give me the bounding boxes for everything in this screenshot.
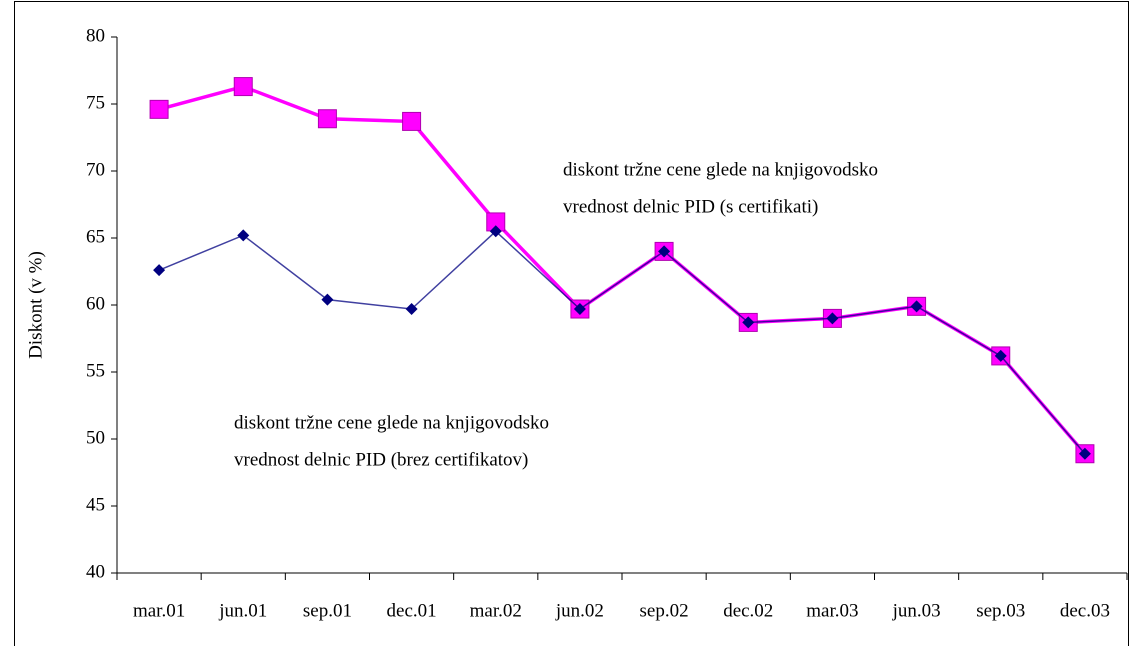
annotation: vrednost delnic PID (brez certifikatov) <box>234 449 528 470</box>
diamond-marker <box>321 293 334 306</box>
diamond-marker <box>826 312 839 325</box>
diamond-marker <box>742 316 755 329</box>
x-tick-label: jun.02 <box>555 600 604 621</box>
x-tick-label: jun.03 <box>892 600 941 621</box>
y-tick-label: 50 <box>86 427 105 448</box>
series-line <box>158 230 1086 455</box>
square-marker <box>149 99 169 119</box>
y-tick-label: 45 <box>86 494 105 515</box>
x-tick-label: dec.03 <box>1060 600 1110 621</box>
x-tick-label: sep.01 <box>303 600 352 621</box>
x-tick-label: sep.03 <box>976 600 1025 621</box>
x-tick-label: dec.01 <box>387 600 437 621</box>
y-tick-label: 60 <box>86 293 105 314</box>
diamond-marker <box>994 349 1007 362</box>
annotation: vrednost delnic PID (s certifikati) <box>563 196 818 217</box>
x-tick-label: mar.02 <box>470 600 522 621</box>
y-axis-label: Diskont (v %) <box>25 251 46 359</box>
diamond-marker <box>910 300 923 313</box>
x-tick-label: mar.01 <box>133 600 185 621</box>
y-tick-label: 65 <box>86 226 105 247</box>
diamond-marker <box>489 225 502 238</box>
diamond-marker <box>237 229 250 242</box>
diamond-marker <box>405 303 418 316</box>
diamond-marker <box>573 303 586 316</box>
square-marker <box>402 111 422 131</box>
diamond-marker <box>1078 447 1091 460</box>
square-marker <box>317 109 337 129</box>
diamond-marker <box>658 245 671 258</box>
y-tick-label: 80 <box>86 25 105 46</box>
y-tick-label: 40 <box>86 561 105 582</box>
x-tick-label: jun.01 <box>218 600 267 621</box>
square-marker <box>233 77 253 97</box>
annotation: diskont tržne cene glede na knjigovodsko <box>563 159 878 180</box>
x-tick-label: dec.02 <box>723 600 773 621</box>
diamond-marker <box>153 264 166 277</box>
y-tick-label: 55 <box>86 360 105 381</box>
y-tick-label: 75 <box>86 92 105 113</box>
chart-frame <box>14 1 1129 646</box>
x-tick-label: mar.03 <box>806 600 858 621</box>
y-tick-label: 70 <box>86 159 105 180</box>
series-line <box>158 84 1087 455</box>
x-tick-label: sep.02 <box>640 600 689 621</box>
annotation: diskont tržne cene glede na knjigovodsko <box>234 412 549 433</box>
